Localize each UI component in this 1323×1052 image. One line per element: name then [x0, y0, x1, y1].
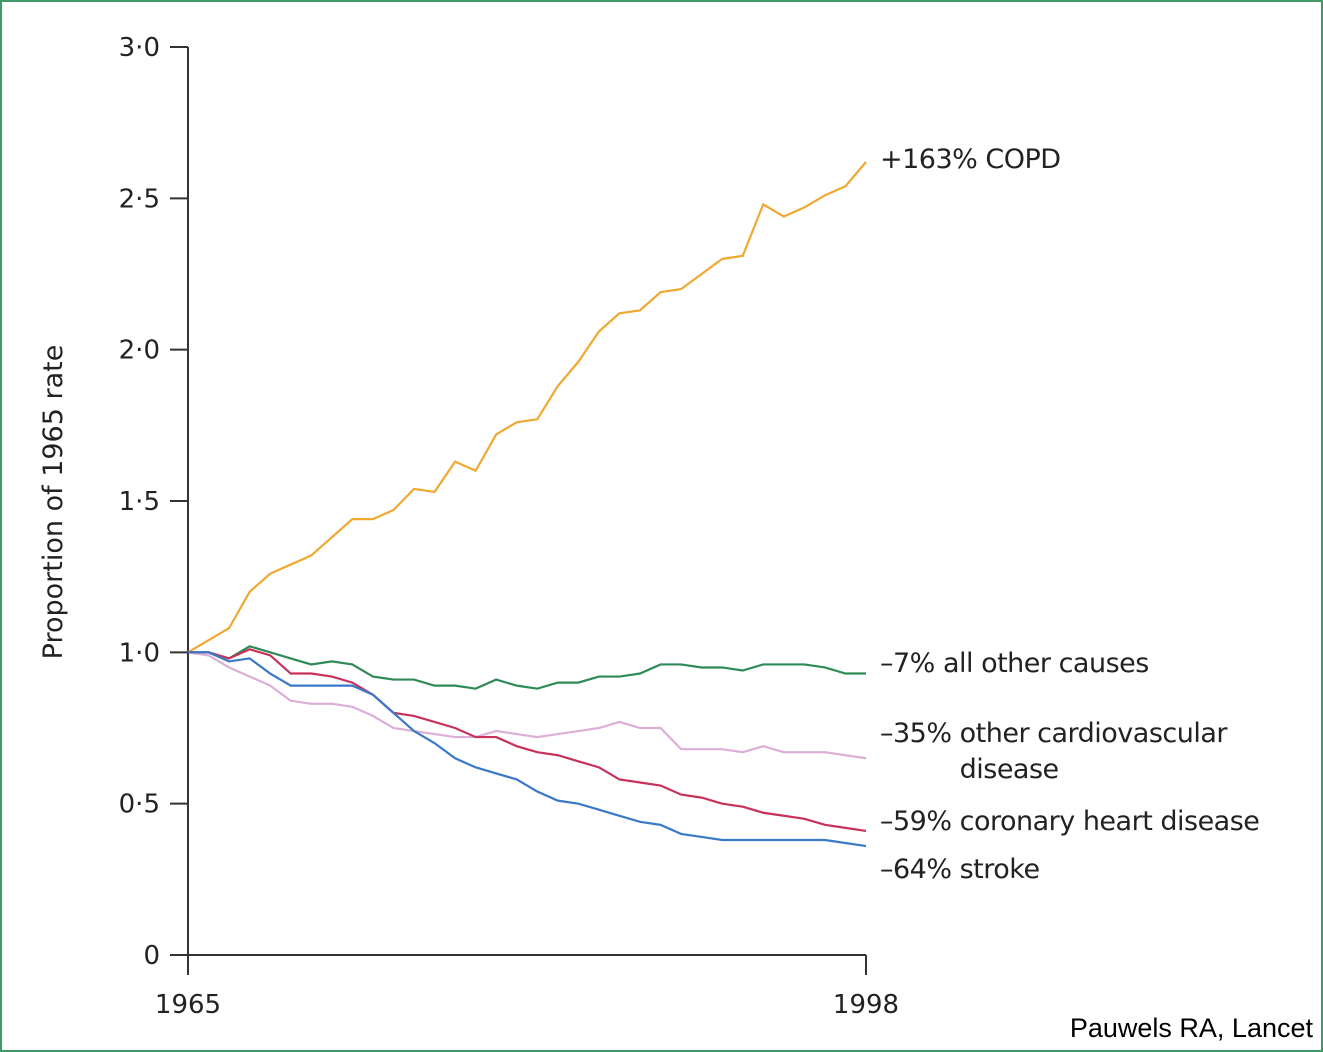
series-change: +163%: [880, 144, 978, 175]
y-tick-label: 0·5: [119, 790, 160, 820]
series-label: –64% stroke: [880, 852, 1040, 888]
series-change: –7%: [880, 648, 935, 679]
series-label: +163% COPD: [880, 142, 1061, 178]
y-tick-label: 0: [143, 941, 160, 971]
series-name: stroke: [959, 854, 1040, 885]
series-name: other cardiovascular disease: [959, 718, 1228, 785]
y-tick-label: 1·5: [119, 487, 160, 517]
y-axis-label: Proportion of 1965 rate: [38, 345, 69, 660]
series-change: –35%: [880, 718, 952, 749]
series-line: [188, 648, 867, 832]
y-tick-label: 2·0: [119, 336, 160, 366]
y-tick-label: 3·0: [119, 33, 160, 63]
source-note: Pauwels RA, Lancet: [1069, 1013, 1313, 1043]
series-label: –59% coronary heart disease: [880, 804, 1260, 840]
series-name: coronary heart disease: [959, 806, 1260, 837]
series-name: COPD: [985, 144, 1061, 175]
series-line: [188, 651, 867, 848]
x-tick-label: 1965: [155, 990, 221, 1020]
series-change: –59%: [880, 806, 952, 837]
series-line: [187, 161, 867, 654]
y-tick-label: 1·0: [119, 638, 160, 668]
x-tick-label: 1998: [833, 990, 899, 1020]
series-label: –7% all other causes: [880, 646, 1149, 682]
y-tick-label: 2·5: [119, 184, 160, 214]
series-name: all other causes: [942, 648, 1149, 679]
series-change: –64%: [880, 854, 952, 885]
series-line: [187, 651, 867, 760]
series-line: [188, 645, 866, 690]
series-label: –35% other cardiovascular disease: [880, 716, 1305, 788]
